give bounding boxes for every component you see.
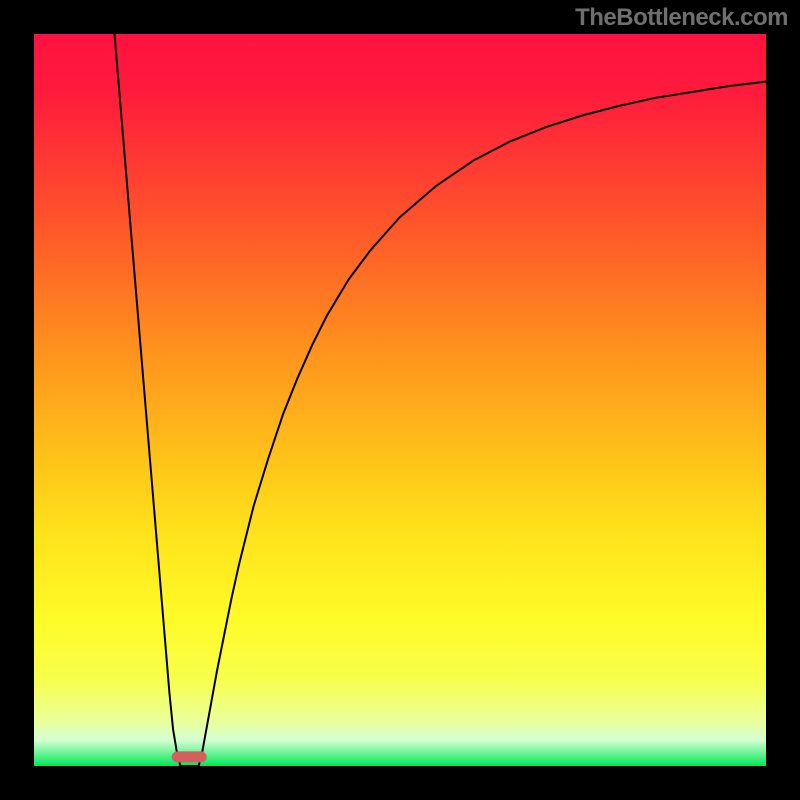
bottleneck-chart <box>0 0 800 800</box>
chart-container: { "watermark": "TheBottleneck.com", "cha… <box>0 0 800 800</box>
plot-background <box>34 34 766 766</box>
watermark-text: TheBottleneck.com <box>575 4 788 32</box>
optimal-marker <box>172 751 207 762</box>
